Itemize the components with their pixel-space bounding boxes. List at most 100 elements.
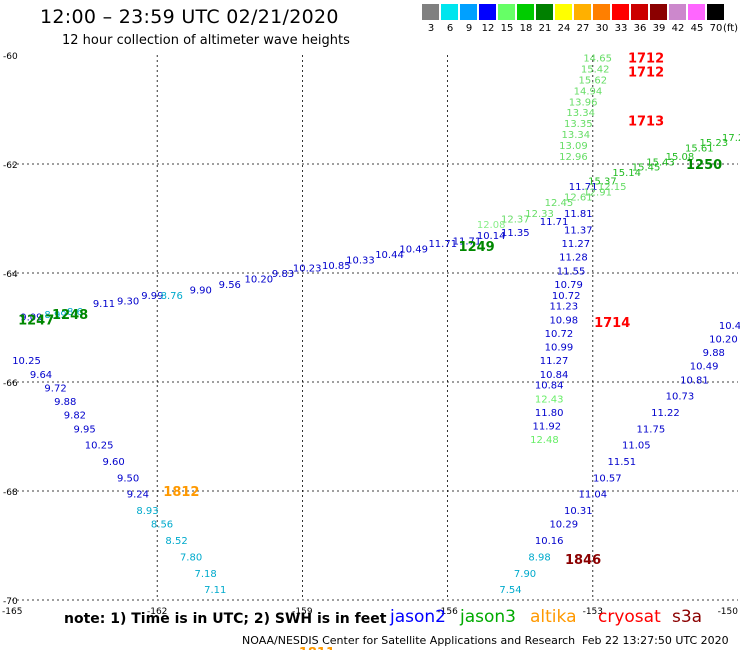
- legend-swatch: [688, 4, 705, 20]
- legend-swatch: [631, 4, 648, 20]
- legend-label: 42: [671, 23, 685, 34]
- legend-swatch: [669, 4, 686, 20]
- lat-label: -62: [3, 161, 18, 171]
- wave-height-value: 10.33: [346, 255, 375, 266]
- wave-height-value: 17.2: [722, 133, 740, 144]
- wave-height-value: 10.84: [535, 381, 564, 392]
- legend-label: 27: [576, 23, 590, 34]
- wave-height-value: 9.82: [64, 411, 86, 422]
- pass-label: 1248: [52, 308, 88, 323]
- wave-height-value: 11.51: [608, 457, 637, 468]
- wave-height-value: 10.29: [549, 520, 578, 531]
- wave-height-value: 14.65: [583, 54, 612, 65]
- wave-height-value: 9.09: [20, 313, 42, 324]
- wave-height-value: 9.56: [219, 280, 241, 291]
- wave-height-value: 9.83: [272, 269, 294, 280]
- pass-label: 1712: [628, 52, 664, 67]
- wave-height-value: 13.35: [564, 119, 593, 130]
- wave-height-value: 9.60: [103, 457, 125, 468]
- wave-height-value: 11.04: [578, 490, 607, 501]
- wave-height-value: 12.08: [477, 220, 506, 231]
- wave-height-value: 12.61: [564, 193, 593, 204]
- pass-label: 1713: [628, 114, 664, 129]
- satellite-name-s3a: s3a: [672, 607, 703, 627]
- wave-height-value: 8.99: [44, 310, 66, 321]
- wave-height-value: 7.18: [194, 569, 216, 580]
- legend-label: 6: [446, 23, 454, 34]
- map-title: 12:00 – 23:59 UTC 02/21/2020: [40, 6, 339, 28]
- wave-height-value: 11.55: [557, 266, 586, 277]
- axis-labels: -60 -62 -64 -66 -68 -70-165 -162 -159 -156 -153 -1…: [2, 52, 738, 617]
- pass-label: 1247: [18, 313, 54, 328]
- wave-height-value: 10.23: [293, 264, 322, 275]
- legend-unit: (ft): [723, 23, 739, 34]
- wave-height-value: 10.72: [552, 291, 581, 302]
- lon-label: -150: [718, 607, 739, 617]
- wave-height-value: 11.92: [532, 422, 561, 433]
- wave-height-value: 9.95: [73, 424, 95, 435]
- legend-label: 39: [652, 23, 666, 34]
- lat-label: -60: [3, 52, 18, 62]
- wave-height-value: 15.08: [666, 152, 695, 163]
- wave-height-value: 10.57: [593, 473, 622, 484]
- wave-height-value: 11.23: [549, 302, 578, 313]
- wave-height-value: 11.27: [540, 356, 569, 367]
- timestamp: Feb 22 13:27:50 UTC 2020: [582, 634, 729, 647]
- wave-height-value: 15.62: [578, 76, 607, 87]
- wave-height-value: 12.37: [501, 215, 530, 226]
- wave-height-value: 10.49: [719, 321, 740, 332]
- wave-height-value: 12.15: [598, 182, 627, 193]
- wave-height-value: 10.81: [680, 375, 709, 386]
- legend-label: 3: [427, 23, 435, 34]
- wave-height-value: 15.42: [581, 65, 610, 76]
- wave-height-value: 15.43: [646, 157, 675, 168]
- wave-height-value: 10.44: [375, 250, 404, 261]
- legend-label: 12: [481, 23, 495, 34]
- wave-height-value: 8.6: [67, 307, 83, 318]
- wave-height-value: 11.71: [569, 182, 598, 193]
- wave-height-value: 8.93: [136, 506, 158, 517]
- wave-height-value: 11.71: [428, 239, 457, 250]
- legend-label: 33: [614, 23, 628, 34]
- legend-label: 36: [633, 23, 647, 34]
- wave-height-value: 15.37: [588, 176, 617, 187]
- wave-height-value: 11.80: [535, 408, 564, 419]
- lat-label: -70: [3, 597, 18, 607]
- wave-height-value: 8.76: [161, 291, 183, 302]
- lat-label: -66: [3, 379, 18, 389]
- wave-height-value: 11.71: [540, 217, 569, 228]
- legend-swatch: [460, 4, 477, 20]
- wave-height-value: 9.24: [127, 490, 149, 501]
- wave-height-value: 15.45: [632, 163, 661, 174]
- wave-height-value: 10.16: [535, 536, 564, 547]
- pass-label: 1811: [299, 646, 335, 650]
- legend-swatch: [536, 4, 553, 20]
- legend-label: 9: [465, 23, 473, 34]
- wave-height-value: 10.20: [709, 334, 738, 345]
- lat-label: -68: [3, 488, 18, 498]
- wave-height-value: 10.84: [540, 370, 569, 381]
- wave-height-value: 7.54: [499, 585, 521, 596]
- pass-label: 1712: [628, 65, 664, 80]
- wave-height-value: 8.56: [151, 520, 173, 531]
- legend-swatch: [650, 4, 667, 20]
- wave-height-value: 9.90: [190, 285, 212, 296]
- wave-height-value: 10.14: [477, 231, 506, 242]
- pass-label: 1249: [459, 240, 495, 255]
- credit-line: NOAA/NESDIS Center for Satellite Applica…: [242, 634, 576, 647]
- wave-height-value: 10.25: [12, 356, 41, 367]
- wave-height-value: 8.98: [528, 552, 550, 563]
- wave-height-value: 9.72: [44, 383, 66, 394]
- wave-height-value: 11.22: [651, 408, 680, 419]
- legend-swatch: [479, 4, 496, 20]
- wave-height-value: 11.75: [637, 424, 666, 435]
- wave-height-value: 11.37: [564, 225, 593, 236]
- legend-swatch: [555, 4, 572, 20]
- legend-swatch: [574, 4, 591, 20]
- wave-height-value: 10.49: [690, 362, 719, 373]
- legend-swatch: [612, 4, 629, 20]
- legend-label: 24: [557, 23, 571, 34]
- legend-label: 30: [595, 23, 609, 34]
- wave-height-value: 9.64: [30, 370, 52, 381]
